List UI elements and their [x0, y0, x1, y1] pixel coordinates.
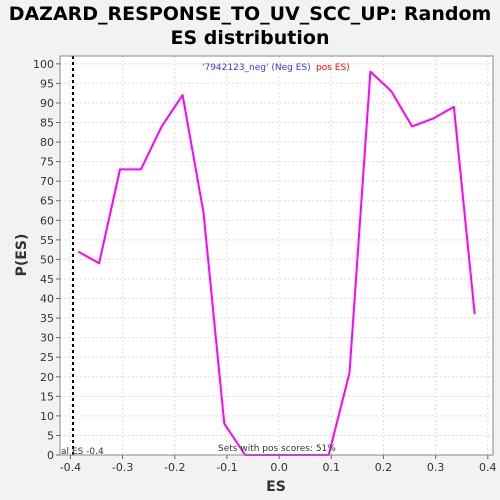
y-tick-label: 20	[40, 371, 54, 384]
x-tick-label: -0.4	[60, 461, 81, 474]
y-tick-label: 50	[40, 253, 54, 266]
plot-area	[60, 56, 493, 455]
x-tick-label: 0.2	[375, 461, 393, 474]
x-tick-label: 0.3	[427, 461, 445, 474]
x-tick-label: 0.1	[323, 461, 341, 474]
y-tick-label: 70	[40, 175, 54, 188]
x-axis-title: ES	[266, 479, 286, 495]
y-axis-ticks: 0 5 10 15 20 25 30 35 40 45 50 55 60 65 70 75 80 85 90 95 10…	[33, 58, 60, 462]
x-tick-label: 0.0	[270, 461, 288, 474]
y-tick-label: 75	[40, 156, 54, 169]
legend-neg-label: '7942123_neg' (Neg ES)	[202, 63, 311, 73]
y-tick-label: 65	[40, 195, 54, 208]
x-axis-ticks: -0.4 -0.3 -0.2 -0.1 0.0 0.1 0.2 0.3 0.4	[60, 455, 497, 474]
grid-lines	[60, 56, 493, 456]
actual-es-label: al ES -0.4	[61, 447, 104, 457]
y-tick-label: 85	[40, 117, 54, 130]
chart-title: DAZARD_RESPONSE_TO_UV_SCC_UP: Random ES …	[0, 2, 500, 50]
x-tick-label: -0.3	[112, 461, 133, 474]
y-tick-label: 95	[40, 77, 54, 90]
y-tick-label: 60	[40, 214, 54, 227]
y-tick-label: 40	[40, 293, 54, 306]
y-tick-label: 10	[40, 410, 54, 423]
x-tick-label: -0.2	[164, 461, 185, 474]
y-tick-label: 80	[40, 136, 54, 149]
y-tick-label: 30	[40, 332, 54, 345]
x-tick-label: 0.4	[479, 461, 497, 474]
y-tick-label: 5	[47, 429, 54, 442]
y-tick-label: 100	[33, 58, 54, 71]
y-tick-label: 90	[40, 97, 54, 110]
y-tick-label: 15	[40, 390, 54, 403]
y-axis-title: P(ES)	[14, 234, 30, 277]
chart-title-line-2: ES distribution	[170, 27, 330, 49]
y-tick-label: 45	[40, 273, 54, 286]
x-tick-label: -0.1	[216, 461, 237, 474]
y-tick-label: 55	[40, 234, 54, 247]
y-tick-label: 35	[40, 312, 54, 325]
plot-border	[59, 55, 494, 456]
sets-with-pos-label: Sets with pos scores: 51%	[218, 444, 336, 454]
y-tick-label: 25	[40, 351, 54, 364]
legend-pos-label: pos ES)	[316, 63, 350, 73]
chart-title-line-1: DAZARD_RESPONSE_TO_UV_SCC_UP: Random	[8, 3, 492, 25]
y-tick-label: 0	[47, 449, 54, 462]
